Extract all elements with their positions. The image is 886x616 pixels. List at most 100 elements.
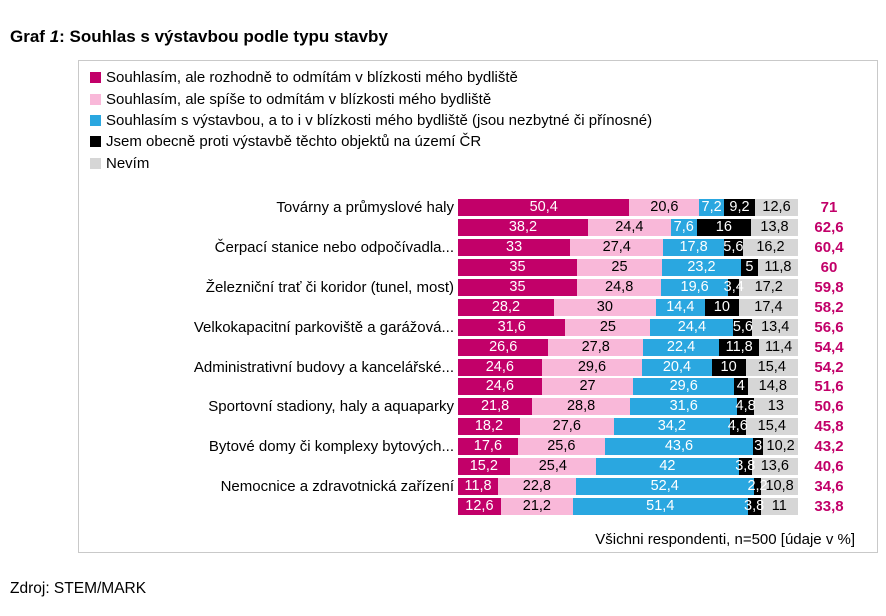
bar-value-label: 12,6: [465, 497, 494, 514]
table-row: Sportovní stadiony, haly a aquaparky 21,8…: [79, 397, 875, 417]
legend-swatch-icon: [90, 136, 101, 148]
bar-value-label: 16: [715, 219, 732, 236]
table-row: Administrativní budovy a kancelářské... 2…: [79, 357, 875, 377]
category-label: Čerpací stanice nebo odpočívadla...: [214, 239, 454, 257]
bar-value-label: 13: [767, 398, 784, 415]
bar-track: 15,2 25,4 42 3,8 13,6: [458, 458, 798, 476]
bar-segment: 43,6: [604, 438, 754, 456]
bar-value-label: 42: [659, 458, 676, 475]
bar-segment: 50,4: [458, 199, 630, 217]
legend-item: Jsem obecně proti výstavbě těchto objekt…: [90, 131, 652, 152]
bar-segment: 4,6: [728, 418, 748, 436]
bar-segment: 35: [458, 259, 577, 277]
table-row: 35 25 23,2 5 11,8 60: [79, 258, 875, 278]
bar-segment: 33: [458, 239, 571, 257]
bar-value-label: 29,6: [577, 358, 607, 375]
table-row: 38,2 24,4 7,6 16 13,8 62,6: [79, 218, 875, 238]
bar-segment: 25,6: [517, 438, 605, 456]
bar-value-label: 10: [720, 358, 737, 375]
bar-segment: 7,2: [699, 199, 724, 217]
bar-segment: 25,4: [509, 458, 597, 476]
bar-value-label: 25: [599, 318, 616, 335]
table-row: 28,2 30 14,4 10 17,4 58,2: [79, 297, 875, 317]
bar-value-label: 12,6: [762, 199, 791, 216]
total-label: 59,8: [814, 279, 844, 296]
bar-value-label: 19,6: [680, 279, 709, 295]
bar-segment: 11,8: [757, 259, 798, 277]
bar-segment: 17,2: [739, 279, 798, 296]
bar-value-label: 2,2: [747, 477, 768, 494]
bar-value-label: 24,6: [485, 358, 514, 375]
legend-swatch-icon: [90, 93, 101, 105]
bar-segment: 3: [753, 438, 764, 456]
category-label: Administrativní budovy a kancelářské...: [193, 358, 454, 376]
total-label: 60: [820, 259, 838, 277]
chart-box: Souhlasím, ale rozhodně to odmítám v blí…: [78, 60, 878, 553]
total-label: 40,6: [814, 458, 844, 476]
bar-value-label: 28,8: [566, 398, 596, 415]
category-label: Železniční trať či koridor (tunel, most): [205, 279, 454, 296]
source-note: Zdroj: STEM/MARK: [10, 580, 147, 597]
legend-label: Jsem obecně proti výstavbě těchto objekt…: [106, 133, 482, 151]
bar-value-label: 29,6: [669, 378, 698, 395]
bar-value-label: 5,6: [723, 239, 744, 256]
bar-value-label: 30: [596, 298, 613, 315]
bar-value-label: 27: [579, 378, 596, 395]
bar-track: 24,6 27 29,6 4 14,8: [458, 378, 798, 396]
bar-value-label: 33: [506, 239, 523, 256]
table-row: Továrny a průmyslové haly 50,4 20,6 7,2 9,2 1…: [79, 198, 875, 218]
bar-value-label: 3: [754, 438, 763, 455]
bar-value-label: 25,6: [547, 438, 576, 455]
bar-segment: 22,4: [642, 338, 720, 356]
total-label: 54,2: [814, 358, 844, 376]
bar-segment: 24,8: [577, 279, 662, 296]
bar-segment: 31,6: [630, 398, 738, 416]
table-row: 12,6 21,2 51,4 3,8 11 33,8: [79, 496, 875, 516]
bar-value-label: 51,4: [646, 497, 675, 514]
bar-segment: 13,4: [752, 318, 798, 336]
bar-segment: 3,8: [735, 458, 755, 476]
bar-segment: 24,4: [587, 219, 671, 237]
bar-track: 24,6 29,6 20,4 10 15,4: [458, 358, 798, 376]
bar-value-label: 3,4: [723, 279, 744, 295]
bar-value-label: 17,8: [679, 239, 708, 256]
bar-value-label: 22,8: [522, 477, 551, 494]
bar-value-label: 10,8: [765, 477, 794, 494]
bar-value-label: 15,2: [469, 458, 498, 475]
bar-segment: 19,6: [661, 279, 728, 296]
bar-segment: 16,2: [742, 239, 798, 257]
bar-segment: 27: [541, 378, 634, 396]
table-row: 26,6 27,8 22,4 11,8 11,4 54,4: [79, 337, 875, 357]
bar-value-label: 4: [736, 378, 745, 395]
bar-segment: 11,4: [759, 338, 798, 356]
bar-segment: 11,8: [719, 338, 760, 356]
title-prefix: Graf: [10, 27, 50, 46]
bar-segment: 17,8: [663, 239, 724, 257]
bar-segment: 5,6: [723, 239, 744, 257]
bar-value-label: 20,4: [662, 358, 692, 375]
table-row: 15,2 25,4 42 3,8 13,6 40,6: [79, 457, 875, 477]
total-label: 43,2: [814, 438, 844, 456]
bar-segment: 15,4: [745, 418, 798, 436]
bar-segment: 5,6: [733, 318, 753, 336]
total-label: 50,6: [814, 398, 844, 416]
bar-segment: 17,4: [738, 298, 798, 316]
legend-item: Souhlasím, ale rozhodně to odmítám v blí…: [90, 67, 652, 88]
bar-value-label: 11,8: [464, 477, 492, 494]
bar-segment: 20,4: [642, 358, 712, 376]
bar-segment: 28,8: [532, 398, 631, 416]
bar-segment: 25: [577, 259, 662, 277]
bar-value-label: 13,8: [760, 219, 789, 236]
bar-value-label: 21,8: [480, 398, 510, 415]
bar-value-label: 4,8: [735, 398, 756, 415]
bar-segment: 21,2: [500, 497, 573, 515]
bar-track: 31,6 25 24,4 5,6 13,4: [458, 318, 798, 336]
bar-segment: 13,6: [751, 458, 798, 476]
bar-segment: 4: [734, 378, 748, 396]
legend-label: Souhlasím, ale rozhodně to odmítám v blí…: [106, 69, 518, 87]
bar-segment: 26,6: [458, 338, 549, 356]
bar-segment: 29,6: [541, 358, 643, 376]
total-label: 58,2: [814, 298, 844, 316]
bar-value-label: 13,6: [760, 458, 789, 475]
bar-segment: 42: [596, 458, 739, 476]
